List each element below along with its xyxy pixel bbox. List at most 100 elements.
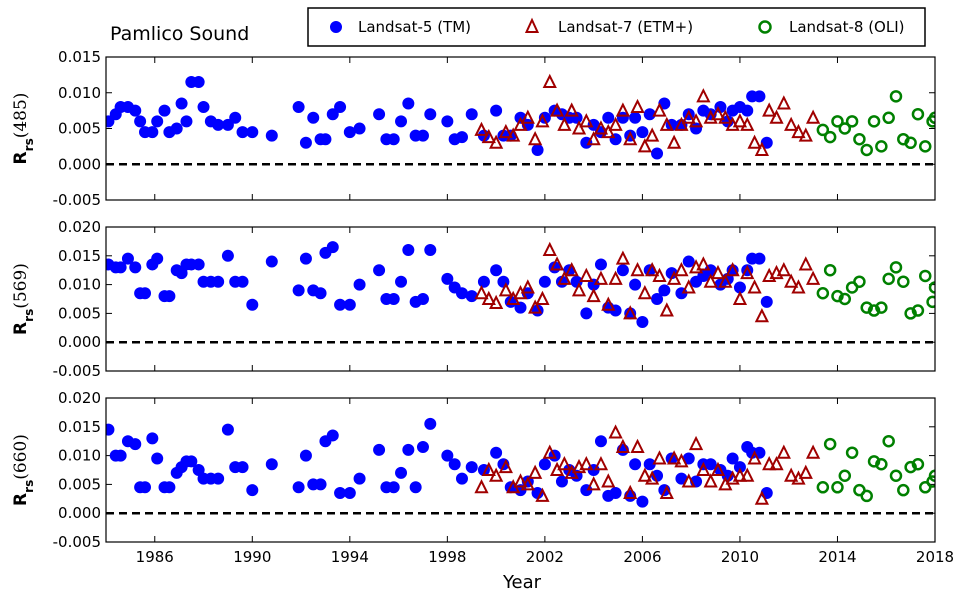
point-landsat-8	[875, 457, 888, 471]
point-landsat-5	[326, 429, 339, 442]
point-landsat-7	[740, 467, 755, 482]
point-landsat-5	[307, 111, 320, 124]
legend-label-landsat7: Landsat-7 (ETM+)	[558, 18, 693, 36]
point-landsat-7	[608, 270, 623, 285]
point-landsat-7	[488, 467, 504, 482]
y-axis-label: Rrs(485)	[11, 93, 36, 165]
point-landsat-5	[106, 423, 115, 436]
legend-label-landsat8: Landsat-8 (OLI)	[789, 18, 904, 36]
point-landsat-5	[733, 461, 746, 474]
point-landsat-7	[659, 116, 674, 131]
point-landsat-7	[747, 450, 762, 465]
legend-label-landsat5: Landsat-5 (TM)	[358, 18, 471, 36]
point-landsat-5	[265, 458, 278, 471]
point-landsat-8	[918, 140, 932, 153]
point-landsat-8	[889, 261, 903, 274]
y-tick-label: 0.000	[58, 504, 101, 522]
point-landsat-5	[416, 440, 429, 453]
chart-title: Pamlico Sound	[110, 23, 249, 45]
y-tick-label: 0.015	[58, 247, 101, 265]
point-landsat-7	[571, 282, 587, 297]
panel-1: -0.005 0.000 0.005 0.010 0.015 Rrs(485)	[11, 48, 936, 209]
point-landsat-7	[762, 456, 777, 471]
point-landsat-8	[918, 269, 932, 283]
point-landsat-5	[343, 298, 356, 311]
point-landsat-7	[513, 116, 528, 131]
point-landsat-5	[146, 432, 159, 445]
point-landsat-5	[151, 252, 164, 265]
point-landsat-5	[129, 261, 142, 274]
point-landsat-8	[838, 469, 852, 483]
point-landsat-5	[146, 126, 159, 139]
point-landsat-7	[754, 490, 770, 505]
point-landsat-8	[911, 107, 925, 121]
point-landsat-7	[659, 484, 674, 500]
point-landsat-7	[520, 109, 535, 124]
legend-marker-landsat7	[524, 17, 540, 33]
point-landsat-5	[465, 108, 478, 121]
point-landsat-7	[681, 109, 696, 124]
point-landsat-8	[882, 111, 895, 125]
point-landsat-8	[911, 457, 925, 471]
point-landsat-7	[776, 444, 791, 459]
point-landsat-8	[904, 136, 917, 150]
point-landsat-5	[319, 133, 332, 146]
point-landsat-8	[882, 272, 895, 286]
point-landsat-7	[784, 116, 799, 131]
point-landsat-8	[926, 475, 935, 488]
point-landsat-5	[326, 108, 339, 121]
point-landsat-5	[292, 284, 305, 297]
point-landsat-7	[528, 130, 543, 146]
point-landsat-7	[666, 270, 682, 285]
markers	[106, 73, 935, 160]
point-landsat-5	[129, 438, 142, 451]
point-landsat-7	[579, 456, 594, 471]
point-landsat-7	[542, 444, 557, 459]
point-landsat-7	[725, 261, 740, 277]
point-landsat-5	[753, 90, 766, 103]
point-landsat-5	[185, 455, 198, 468]
point-landsat-5	[636, 495, 649, 508]
point-landsat-5	[490, 264, 503, 277]
point-landsat-7	[637, 467, 652, 482]
x-tick-label: 1986	[136, 548, 174, 566]
point-landsat-5	[682, 255, 695, 268]
point-landsat-7	[542, 241, 557, 257]
point-landsat-7	[652, 102, 667, 117]
point-landsat-5	[651, 147, 664, 160]
point-landsat-7	[549, 102, 565, 117]
point-landsat-5	[314, 478, 327, 491]
x-tick-label: 1998	[428, 548, 466, 566]
point-landsat-8	[816, 286, 830, 300]
point-landsat-5	[229, 111, 242, 124]
point-landsat-5	[292, 481, 305, 494]
point-landsat-7	[798, 464, 813, 479]
point-landsat-7	[740, 116, 755, 131]
point-landsat-7	[579, 113, 594, 128]
point-landsat-5	[151, 115, 164, 128]
point-landsat-5	[658, 97, 671, 110]
point-landsat-7	[481, 128, 496, 144]
point-landsat-7	[652, 267, 667, 282]
point-landsat-7	[776, 95, 791, 110]
point-landsat-5	[343, 487, 356, 500]
point-landsat-7	[520, 279, 535, 294]
point-landsat-8	[816, 481, 830, 494]
point-landsat-7	[506, 127, 521, 142]
markers	[106, 417, 935, 508]
point-landsat-7	[681, 279, 696, 294]
point-landsat-8	[928, 469, 935, 483]
point-landsat-7	[549, 256, 565, 271]
point-landsat-7	[564, 261, 579, 277]
point-landsat-7	[718, 109, 733, 124]
point-landsat-8	[904, 460, 917, 474]
point-landsat-7	[710, 264, 726, 280]
point-landsat-7	[674, 453, 689, 468]
point-landsat-5	[114, 449, 127, 462]
point-landsat-8	[831, 289, 844, 303]
point-landsat-7	[586, 130, 601, 146]
point-landsat-8	[897, 483, 910, 497]
panel-2: -0.005 0.000 0.005 0.010 0.015 0.020 Rrs(569)	[11, 218, 936, 380]
point-landsat-7	[762, 102, 777, 117]
point-landsat-5	[236, 275, 249, 288]
